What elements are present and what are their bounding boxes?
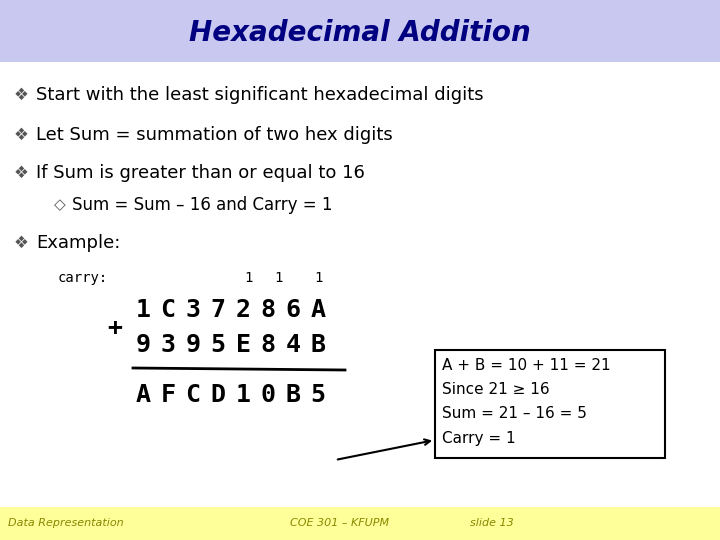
Text: 5: 5 bbox=[210, 333, 225, 357]
Text: carry:: carry: bbox=[58, 271, 108, 285]
Text: A: A bbox=[310, 298, 325, 322]
Text: Example:: Example: bbox=[36, 234, 120, 252]
Text: 6: 6 bbox=[286, 298, 300, 322]
Text: Start with the least significant hexadecimal digits: Start with the least significant hexadec… bbox=[36, 86, 484, 104]
Text: ◇: ◇ bbox=[54, 198, 66, 213]
Text: ❖: ❖ bbox=[14, 234, 29, 252]
Text: Sum = 21 – 16 = 5: Sum = 21 – 16 = 5 bbox=[442, 407, 587, 422]
FancyBboxPatch shape bbox=[0, 507, 720, 540]
Text: 8: 8 bbox=[261, 298, 276, 322]
Text: C: C bbox=[161, 298, 176, 322]
Text: ❖: ❖ bbox=[14, 86, 29, 104]
Text: ❖: ❖ bbox=[14, 126, 29, 144]
Text: +: + bbox=[107, 315, 122, 340]
Text: E: E bbox=[235, 333, 251, 357]
Text: 9: 9 bbox=[186, 333, 200, 357]
Text: 3: 3 bbox=[186, 298, 200, 322]
Text: 1: 1 bbox=[314, 271, 322, 285]
Text: F: F bbox=[161, 383, 176, 407]
Text: D: D bbox=[210, 383, 225, 407]
Text: 7: 7 bbox=[210, 298, 225, 322]
Text: 1: 1 bbox=[135, 298, 150, 322]
Text: COE 301 – KFUPM: COE 301 – KFUPM bbox=[290, 518, 389, 528]
Text: 0: 0 bbox=[261, 383, 276, 407]
Text: C: C bbox=[186, 383, 200, 407]
Text: B: B bbox=[286, 383, 300, 407]
Text: A: A bbox=[135, 383, 150, 407]
Text: slide 13: slide 13 bbox=[470, 518, 514, 528]
Text: 9: 9 bbox=[135, 333, 150, 357]
Text: 3: 3 bbox=[161, 333, 176, 357]
Text: 1: 1 bbox=[274, 271, 282, 285]
Text: If Sum is greater than or equal to 16: If Sum is greater than or equal to 16 bbox=[36, 164, 365, 182]
Text: Sum = Sum – 16 and Carry = 1: Sum = Sum – 16 and Carry = 1 bbox=[72, 196, 333, 214]
Text: ❖: ❖ bbox=[14, 164, 29, 182]
Text: 1: 1 bbox=[235, 383, 251, 407]
Text: Data Representation: Data Representation bbox=[8, 518, 124, 528]
Text: 8: 8 bbox=[261, 333, 276, 357]
Text: 2: 2 bbox=[235, 298, 251, 322]
Text: A + B = 10 + 11 = 21: A + B = 10 + 11 = 21 bbox=[442, 359, 611, 374]
FancyBboxPatch shape bbox=[0, 0, 720, 62]
Text: Hexadecimal Addition: Hexadecimal Addition bbox=[189, 19, 531, 47]
Text: Since 21 ≥ 16: Since 21 ≥ 16 bbox=[442, 382, 549, 397]
Text: B: B bbox=[310, 333, 325, 357]
Text: 4: 4 bbox=[286, 333, 300, 357]
Text: 1: 1 bbox=[244, 271, 252, 285]
Text: 5: 5 bbox=[310, 383, 325, 407]
Text: Carry = 1: Carry = 1 bbox=[442, 430, 516, 445]
FancyBboxPatch shape bbox=[435, 350, 665, 458]
Text: Let Sum = summation of two hex digits: Let Sum = summation of two hex digits bbox=[36, 126, 392, 144]
